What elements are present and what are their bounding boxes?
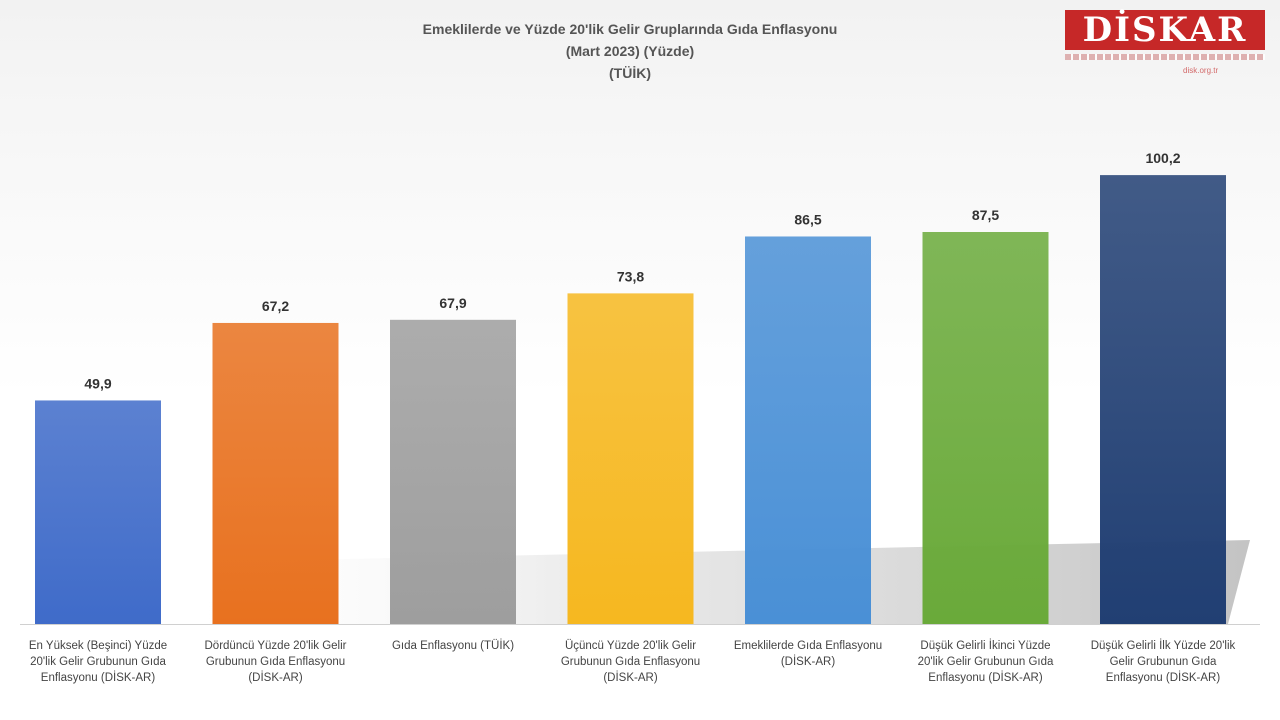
category-label: Düşük Gelirli İlk Yüzde 20'lik Gelir Gru… — [1090, 640, 1236, 684]
logo-subtext: disk.org.tr — [1183, 66, 1219, 75]
chart-floor — [20, 624, 1260, 625]
category-label: Gıda Enflasyonu (TÜİK) — [391, 640, 515, 652]
bar-value-label: 49,9 — [84, 375, 111, 391]
chart-title: Emeklilerde ve Yüzde 20'lik Gelir Grupla… — [300, 18, 960, 84]
bar-value-label: 73,8 — [617, 268, 644, 284]
bar — [35, 400, 161, 624]
title-line-1: Emeklilerde ve Yüzde 20'lik Gelir Grupla… — [422, 21, 838, 37]
bar — [567, 293, 694, 624]
category-label: Emeklilerde Gıda Enflasyonu (DİSK-AR) — [733, 640, 883, 668]
title-line-2: (Mart 2023) (Yüzde) — [565, 43, 695, 59]
bar-value-label: 67,2 — [262, 298, 289, 314]
bar — [1100, 175, 1226, 624]
bar — [922, 232, 1049, 624]
title-line-3: (TÜİK) — [609, 65, 651, 81]
logo-tagline-strip — [1065, 54, 1265, 60]
diskar-logo: DİSKAR disk.org.tr — [1065, 10, 1265, 82]
bar — [390, 319, 516, 624]
bar-value-label: 87,5 — [972, 207, 999, 223]
bar-value-label: 100,2 — [1145, 150, 1180, 166]
bar-value-label: 67,9 — [439, 295, 466, 311]
category-label: En Yüksek (Beşinci) Yüzde 20'lik Gelir G… — [28, 640, 168, 684]
logo-wordmark: DİSKAR — [1065, 10, 1265, 50]
bar — [212, 322, 339, 624]
category-label: Dördüncü Yüzde 20'lik Gelir Grubunun Gıd… — [204, 640, 347, 684]
category-label: Üçüncü Yüzde 20'lik Gelir Grubunun Gıda … — [560, 640, 701, 684]
bar-value-label: 86,5 — [794, 211, 821, 227]
category-label: Düşük Gelirli İkinci Yüzde 20'lik Gelir … — [917, 640, 1054, 684]
bar — [745, 236, 871, 625]
